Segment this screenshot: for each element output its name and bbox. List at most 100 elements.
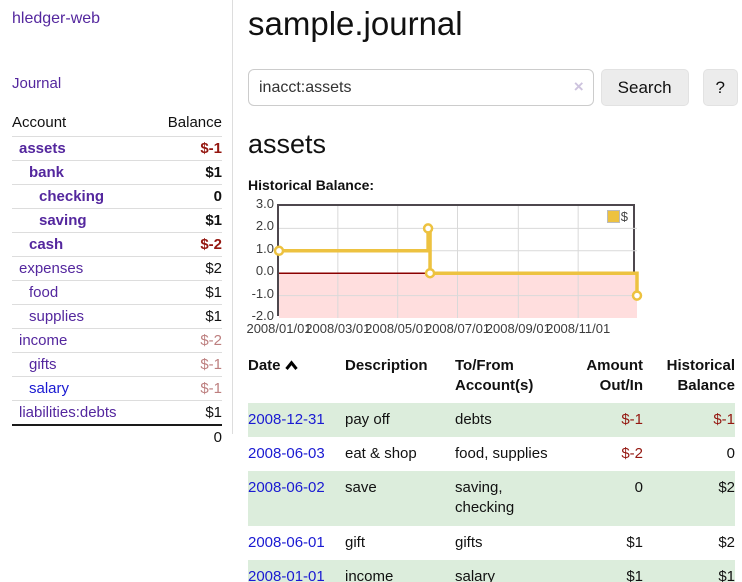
transaction-row[interactable]: 2008-06-02 save saving, checking 0 $2 xyxy=(248,471,735,526)
account-balance: $2 xyxy=(150,256,222,281)
transaction-date-link[interactable]: 2008-01-01 xyxy=(248,567,325,582)
transaction-row[interactable]: 2008-06-01 gift gifts $1 $2 xyxy=(248,526,735,560)
account-row: salary $-1 xyxy=(12,376,222,401)
account-link-liabilities-debts[interactable]: liabilities:debts xyxy=(19,404,117,421)
account-link-supplies[interactable]: supplies xyxy=(29,308,85,325)
account-link-bank[interactable]: bank xyxy=(29,164,65,181)
account-link-food[interactable]: food xyxy=(29,284,59,301)
transaction-date-link[interactable]: 2008-06-02 xyxy=(248,479,325,496)
transaction-row[interactable]: 2008-01-01 income salary $1 $1 xyxy=(248,559,735,582)
search-input[interactable] xyxy=(248,69,594,106)
y-axis-tick-label: 0.0 xyxy=(255,263,274,279)
account-row: food $1 xyxy=(12,280,222,305)
transaction-amount: $1 xyxy=(626,533,643,551)
x-axis-tick-label: 2008/11/01 xyxy=(546,321,611,336)
historical-balance-chart[interactable]: $ 3.0 2.0 1.0 0.0 -1.0 -2.0 2008/01/01 2008/03/… xyxy=(246,197,738,336)
x-axis-tick-label: 2008/03/01 xyxy=(305,321,371,336)
account-balance: $-2 xyxy=(150,232,222,257)
account-balance: $-1 xyxy=(150,376,222,401)
account-row: assets $-1 xyxy=(12,136,222,161)
account-balance: $1 xyxy=(150,280,222,305)
x-axis-tick-label: 2008/07/01 xyxy=(424,321,491,336)
accounts-column-header: Account xyxy=(12,114,67,131)
transaction-description: eat & shop xyxy=(345,444,417,462)
transaction-accounts: saving, checking xyxy=(455,479,515,517)
account-link-assets[interactable]: assets xyxy=(19,140,66,157)
account-balance: $-1 xyxy=(150,352,222,377)
column-header-description[interactable]: Description xyxy=(345,357,428,374)
transaction-amount: $-2 xyxy=(621,444,643,462)
transaction-date-link[interactable]: 2008-06-01 xyxy=(248,533,325,551)
transaction-amount: $-1 xyxy=(621,410,643,428)
transaction-amount: 0 xyxy=(634,479,643,496)
account-link-gifts[interactable]: gifts xyxy=(29,356,57,373)
account-link-saving[interactable]: saving xyxy=(39,212,87,229)
account-balance: $-2 xyxy=(150,328,222,353)
search-box: × xyxy=(248,69,594,106)
transaction-balance: $2 xyxy=(718,479,735,496)
column-header-balance[interactable]: Historical Balance xyxy=(666,357,735,395)
legend-label: $ xyxy=(620,209,628,224)
sidebar-item-journal[interactable]: Journal xyxy=(12,75,62,92)
account-row: checking 0 xyxy=(12,184,222,209)
account-link-cash[interactable]: cash xyxy=(29,236,64,253)
transaction-description: save xyxy=(345,479,377,496)
transaction-amount: $1 xyxy=(626,567,643,582)
x-axis-tick-label: 2008/05/01 xyxy=(365,321,431,336)
accounts-table: Account Balance assets $-1 bank $1 checking 0… xyxy=(12,111,222,449)
x-axis-tick-label: 2008/01/01 xyxy=(246,321,312,336)
account-link-income[interactable]: income xyxy=(19,332,68,349)
main-content: sample.journal × Search ? assets Histori… xyxy=(246,0,738,582)
transaction-description: income xyxy=(345,567,394,582)
chart-plot-area[interactable]: $ xyxy=(273,204,643,318)
y-axis-tick-label: 3.0 xyxy=(255,196,274,211)
y-axis-tick-label: 2.0 xyxy=(255,218,274,234)
chart-title: Historical Balance: xyxy=(248,177,375,193)
account-heading: assets xyxy=(248,129,327,159)
transaction-description: pay off xyxy=(345,410,390,428)
balance-column-header: Balance xyxy=(167,114,222,131)
transaction-balance: $-1 xyxy=(713,410,735,428)
transaction-row[interactable]: 2008-12-31 pay off debts $-1 $-1 xyxy=(248,402,735,437)
search-button[interactable]: Search xyxy=(600,69,689,106)
account-balance: $1 xyxy=(150,304,222,329)
account-link-expenses[interactable]: expenses xyxy=(19,260,84,277)
accounts-total-row: 0 xyxy=(12,424,222,449)
search-help-button[interactable]: ? xyxy=(702,69,738,106)
account-balance: $1 xyxy=(150,208,222,233)
y-axis-tick-label: 1.0 xyxy=(255,240,274,256)
account-row: expenses $2 xyxy=(12,256,222,281)
column-header-accounts[interactable]: To/From Account(s) xyxy=(455,357,534,395)
transaction-accounts: debts xyxy=(455,410,492,428)
account-balance: $1 xyxy=(150,160,222,185)
search-form: × Search ? xyxy=(248,69,738,106)
page-title: sample.journal xyxy=(248,5,463,42)
account-link-checking[interactable]: checking xyxy=(39,188,105,205)
transaction-balance: $1 xyxy=(718,567,735,582)
account-balance: 0 xyxy=(150,184,222,209)
x-axis-tick-label: 2008/09/01 xyxy=(485,321,551,336)
account-row: saving $1 xyxy=(12,208,222,233)
account-row: supplies $1 xyxy=(12,304,222,329)
clear-search-icon[interactable]: × xyxy=(573,77,584,96)
account-row: liabilities:debts $1 xyxy=(12,400,222,425)
account-link-salary[interactable]: salary xyxy=(29,380,70,397)
account-row: income $-2 xyxy=(12,328,222,353)
column-header-amount[interactable]: Amount Out/In xyxy=(586,357,643,395)
transaction-date-link[interactable]: 2008-06-03 xyxy=(248,444,325,462)
transaction-accounts: food, supplies xyxy=(455,444,548,462)
account-balance: $1 xyxy=(150,400,222,425)
app-brand-link[interactable]: hledger-web xyxy=(12,10,101,27)
column-header-date[interactable]: Date xyxy=(248,354,345,403)
transaction-balance: $2 xyxy=(718,533,735,551)
account-row: bank $1 xyxy=(12,160,222,185)
transaction-row[interactable]: 2008-06-03 eat & shop food, supplies $-2 0 xyxy=(248,437,735,471)
register-table: Date Description To/From Account(s) Amou… xyxy=(248,354,735,582)
legend-swatch-icon xyxy=(606,210,620,223)
sidebar: hledger-web Journal Account Balance asse… xyxy=(0,0,233,449)
account-row: cash $-2 xyxy=(12,232,222,257)
transaction-accounts: gifts xyxy=(455,533,483,551)
transaction-date-link[interactable]: 2008-12-31 xyxy=(248,410,325,428)
account-balance: $-1 xyxy=(150,136,222,161)
